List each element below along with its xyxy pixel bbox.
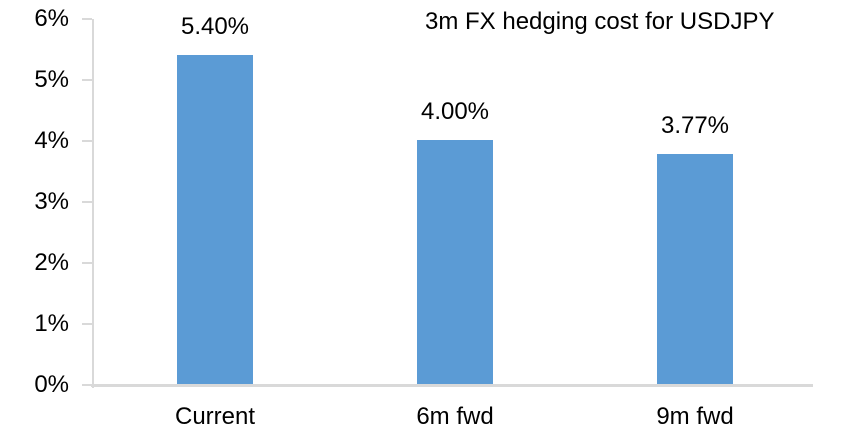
y-axis-line — [92, 19, 94, 388]
bar-6m-fwd — [417, 140, 493, 384]
y-tick-label: 4% — [34, 127, 69, 154]
bar-value-label: 4.00% — [420, 98, 490, 125]
y-tick-mark — [82, 262, 92, 264]
x-tick-label: Current — [174, 403, 256, 430]
y-tick-label: 5% — [34, 66, 69, 93]
chart-title: 3m FX hedging cost for USDJPY — [425, 8, 775, 35]
y-tick-label: 6% — [34, 5, 69, 32]
y-tick-mark — [82, 79, 92, 81]
y-tick-mark — [82, 323, 92, 325]
y-tick-mark — [82, 201, 92, 203]
bar-current — [177, 55, 253, 384]
bar-value-label: 5.40% — [180, 13, 250, 40]
y-tick-label: 1% — [34, 310, 69, 337]
y-tick-label: 3% — [34, 188, 69, 215]
y-tick-label: 0% — [34, 371, 69, 398]
y-tick-mark — [82, 140, 92, 142]
x-tick-label: 6m fwd — [416, 403, 494, 430]
y-tick-label: 2% — [34, 249, 69, 276]
y-tick-mark — [82, 18, 92, 20]
y-tick-mark — [82, 384, 92, 386]
x-tick-label: 9m fwd — [656, 403, 734, 430]
x-axis-line — [91, 384, 813, 387]
bar-value-label: 3.77% — [660, 112, 730, 139]
bar-9m-fwd — [657, 154, 733, 384]
